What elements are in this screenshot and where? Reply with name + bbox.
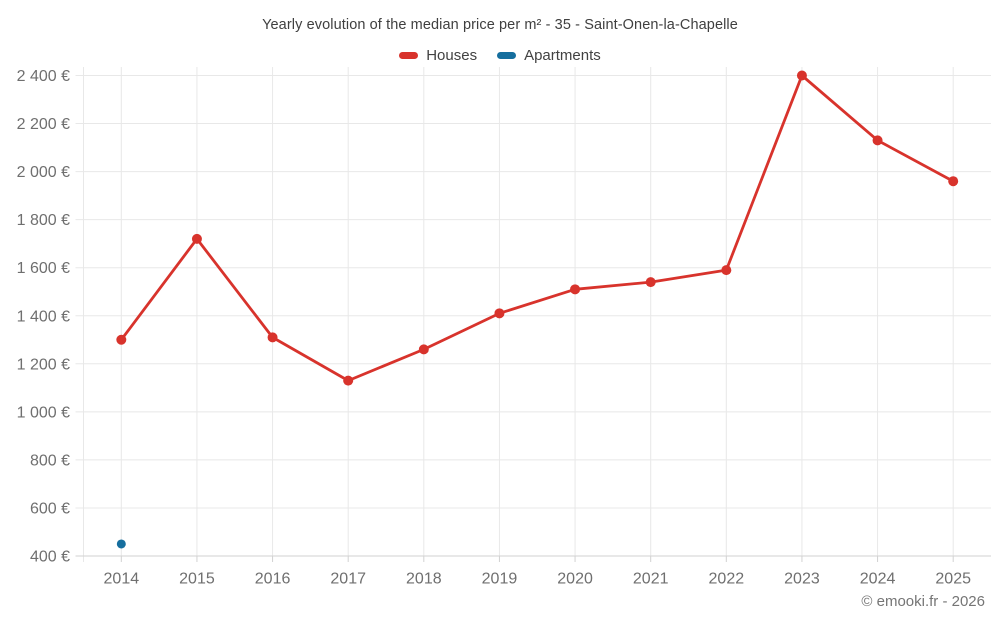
houses-point-2023[interactable] (796, 70, 807, 81)
houses-point-2021[interactable] (645, 277, 656, 288)
apartments-legend-swatch-icon (497, 51, 517, 59)
x-axis-label: 2017 (330, 571, 366, 588)
y-axis-label: 2 000 € (17, 164, 70, 181)
legend-item-houses[interactable]: Houses (399, 47, 477, 64)
legend-label-houses: Houses (426, 46, 478, 64)
y-axis-label: 1 000 € (17, 404, 70, 421)
houses-legend-swatch-icon (399, 51, 419, 59)
houses-point-2025[interactable] (948, 176, 959, 187)
x-axis-label: 2015 (179, 571, 215, 588)
y-axis-label: 600 € (30, 500, 70, 517)
houses-point-2022[interactable] (721, 265, 732, 276)
y-axis-label: 1 200 € (17, 356, 70, 373)
houses-point-2020[interactable] (570, 284, 581, 295)
x-axis-label: 2018 (406, 571, 442, 588)
x-axis-label: 2025 (935, 571, 971, 588)
legend: Houses Apartments (0, 44, 1000, 66)
houses-point-2014[interactable] (116, 334, 127, 345)
x-axis-label: 2019 (482, 571, 518, 588)
x-axis-label: 2016 (255, 571, 291, 588)
houses-line (119, 74, 955, 383)
x-axis-label: 2020 (557, 571, 593, 588)
apartments-point-2014[interactable] (116, 539, 126, 549)
x-axis-label: 2023 (784, 571, 820, 588)
y-axis-label: 400 € (30, 549, 70, 566)
chart-title: Yearly evolution of the median price per… (262, 17, 738, 33)
legend-label-apartments: Apartments (524, 46, 601, 64)
y-axis-label: 2 400 € (17, 68, 70, 85)
houses-point-2015[interactable] (191, 233, 202, 244)
houses-point-2018[interactable] (418, 344, 429, 355)
y-axis-label: 1 600 € (17, 260, 70, 277)
houses-point-2019[interactable] (494, 308, 505, 319)
x-axis-label: 2021 (633, 571, 669, 588)
y-axis-label: 2 200 € (17, 116, 70, 133)
copyright-footer: © emooki.fr - 2026 (861, 593, 985, 610)
y-axis-label: 1 800 € (17, 212, 70, 229)
x-axis-label: 2024 (860, 571, 896, 588)
houses-point-2016[interactable] (267, 332, 278, 343)
legend-item-apartments[interactable]: Apartments (497, 47, 601, 64)
houses-point-2017[interactable] (343, 375, 354, 386)
houses-point-2024[interactable] (872, 135, 883, 146)
y-axis-label: 1 400 € (17, 308, 70, 325)
x-axis-label: 2014 (104, 571, 140, 588)
y-axis-label: 800 € (30, 452, 70, 469)
x-axis-label: 2022 (709, 571, 745, 588)
